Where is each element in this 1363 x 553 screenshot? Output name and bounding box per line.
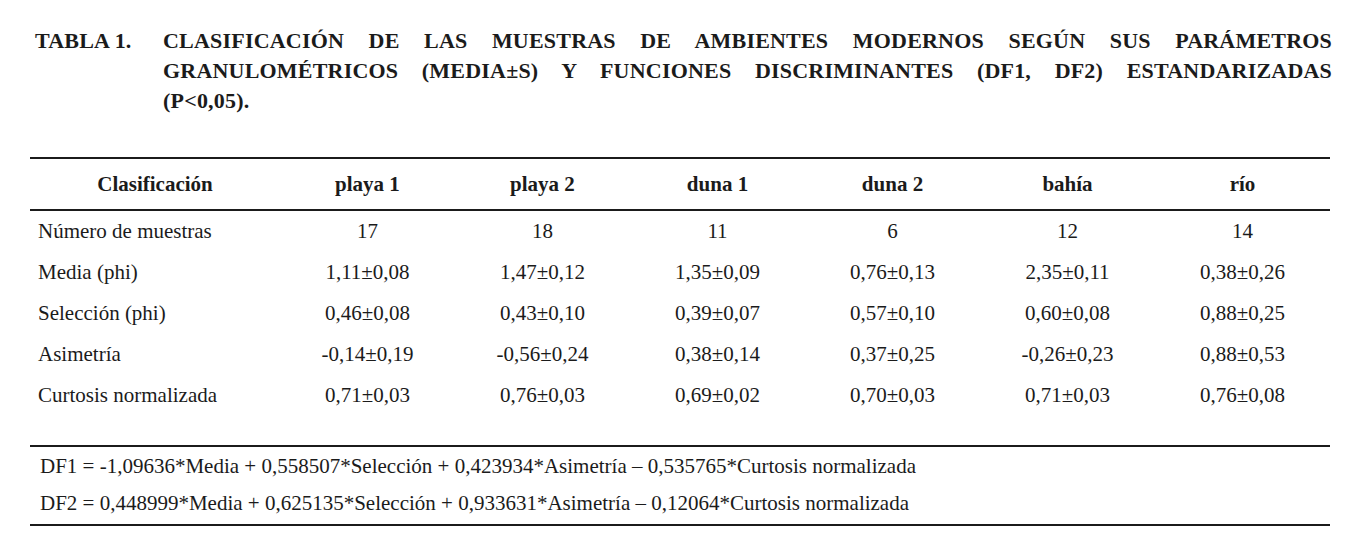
table-caption-number: TABLA 1.: [35, 26, 163, 116]
table-row-seleccion: Selección (phi) 0,46±0,08 0,43±0,10 0,39…: [30, 293, 1330, 334]
cell-value: 0,46±0,08: [280, 293, 455, 334]
cell-value: 1,47±0,12: [455, 252, 630, 293]
cell-value: 0,38±0,26: [1155, 252, 1330, 293]
column-header-playa-1: playa 1: [280, 158, 455, 210]
cell-value: 0,76±0,13: [805, 252, 980, 293]
column-header-bahia: bahía: [980, 158, 1155, 210]
table-caption-text: CLASIFICACIÓN DE LAS MUESTRAS DE AMBIENT…: [163, 26, 1332, 116]
df2-equation: DF2 = 0,448999*Media + 0,625135*Selecció…: [40, 485, 1330, 522]
table-caption: TABLA 1. CLASIFICACIÓN DE LAS MUESTRAS D…: [35, 26, 1332, 116]
row-label: Curtosis normalizada: [30, 375, 280, 416]
cell-value: 17: [280, 210, 455, 252]
table-row-media: Media (phi) 1,11±0,08 1,47±0,12 1,35±0,0…: [30, 252, 1330, 293]
document-page: TABLA 1. CLASIFICACIÓN DE LAS MUESTRAS D…: [0, 0, 1363, 553]
header-row: Clasificación playa 1 playa 2 duna 1 dun…: [30, 158, 1330, 210]
table-caption-line-2: GRANULOMÉTRICOS (MEDIA±S) Y FUNCIONES DI…: [163, 56, 1332, 86]
cell-value: 0,88±0,25: [1155, 293, 1330, 334]
cell-value: 0,37±0,25: [805, 334, 980, 375]
column-header-rio: río: [1155, 158, 1330, 210]
cell-value: 0,70±0,03: [805, 375, 980, 416]
cell-value: 0,43±0,10: [455, 293, 630, 334]
table-row-curtosis: Curtosis normalizada 0,71±0,03 0,76±0,03…: [30, 375, 1330, 416]
cell-value: 12: [980, 210, 1155, 252]
table-row-numero-de-muestras: Número de muestras 17 18 11 6 12 14: [30, 210, 1330, 252]
cell-value: 0,88±0,53: [1155, 334, 1330, 375]
cell-value: -0,14±0,19: [280, 334, 455, 375]
row-label: Media (phi): [30, 252, 280, 293]
column-header-playa-2: playa 2: [455, 158, 630, 210]
cell-value: -0,56±0,24: [455, 334, 630, 375]
cell-value: 0,57±0,10: [805, 293, 980, 334]
table-caption-line-1: CLASIFICACIÓN DE LAS MUESTRAS DE AMBIENT…: [163, 26, 1332, 56]
cell-value: 0,60±0,08: [980, 293, 1155, 334]
granulometric-table: Clasificación playa 1 playa 2 duna 1 dun…: [30, 157, 1330, 447]
cell-value: 0,76±0,08: [1155, 375, 1330, 416]
table-bottom-spacer: [30, 416, 1330, 446]
df1-equation: DF1 = -1,09636*Media + 0,558507*Selecció…: [40, 448, 1330, 485]
cell-value: 0,71±0,03: [980, 375, 1155, 416]
cell-value: 11: [630, 210, 805, 252]
cell-value: 1,11±0,08: [280, 252, 455, 293]
table-row-asimetria: Asimetría -0,14±0,19 -0,56±0,24 0,38±0,1…: [30, 334, 1330, 375]
column-header-duna-2: duna 2: [805, 158, 980, 210]
cell-value: 0,39±0,07: [630, 293, 805, 334]
cell-value: -0,26±0,23: [980, 334, 1155, 375]
cell-value: 1,35±0,09: [630, 252, 805, 293]
column-header-duna-1: duna 1: [630, 158, 805, 210]
cell-value: 0,76±0,03: [455, 375, 630, 416]
cell-value: 2,35±0,11: [980, 252, 1155, 293]
row-label: Número de muestras: [30, 210, 280, 252]
cell-value: 0,38±0,14: [630, 334, 805, 375]
discriminant-functions: DF1 = -1,09636*Media + 0,558507*Selecció…: [30, 447, 1330, 526]
row-label: Asimetría: [30, 334, 280, 375]
table-caption-line-3: (P<0,05).: [163, 86, 1332, 116]
column-header-clasificacion: Clasificación: [30, 158, 280, 210]
cell-value: 0,69±0,02: [630, 375, 805, 416]
cell-value: 6: [805, 210, 980, 252]
cell-value: 0,71±0,03: [280, 375, 455, 416]
cell-value: 14: [1155, 210, 1330, 252]
row-label: Selección (phi): [30, 293, 280, 334]
cell-value: 18: [455, 210, 630, 252]
